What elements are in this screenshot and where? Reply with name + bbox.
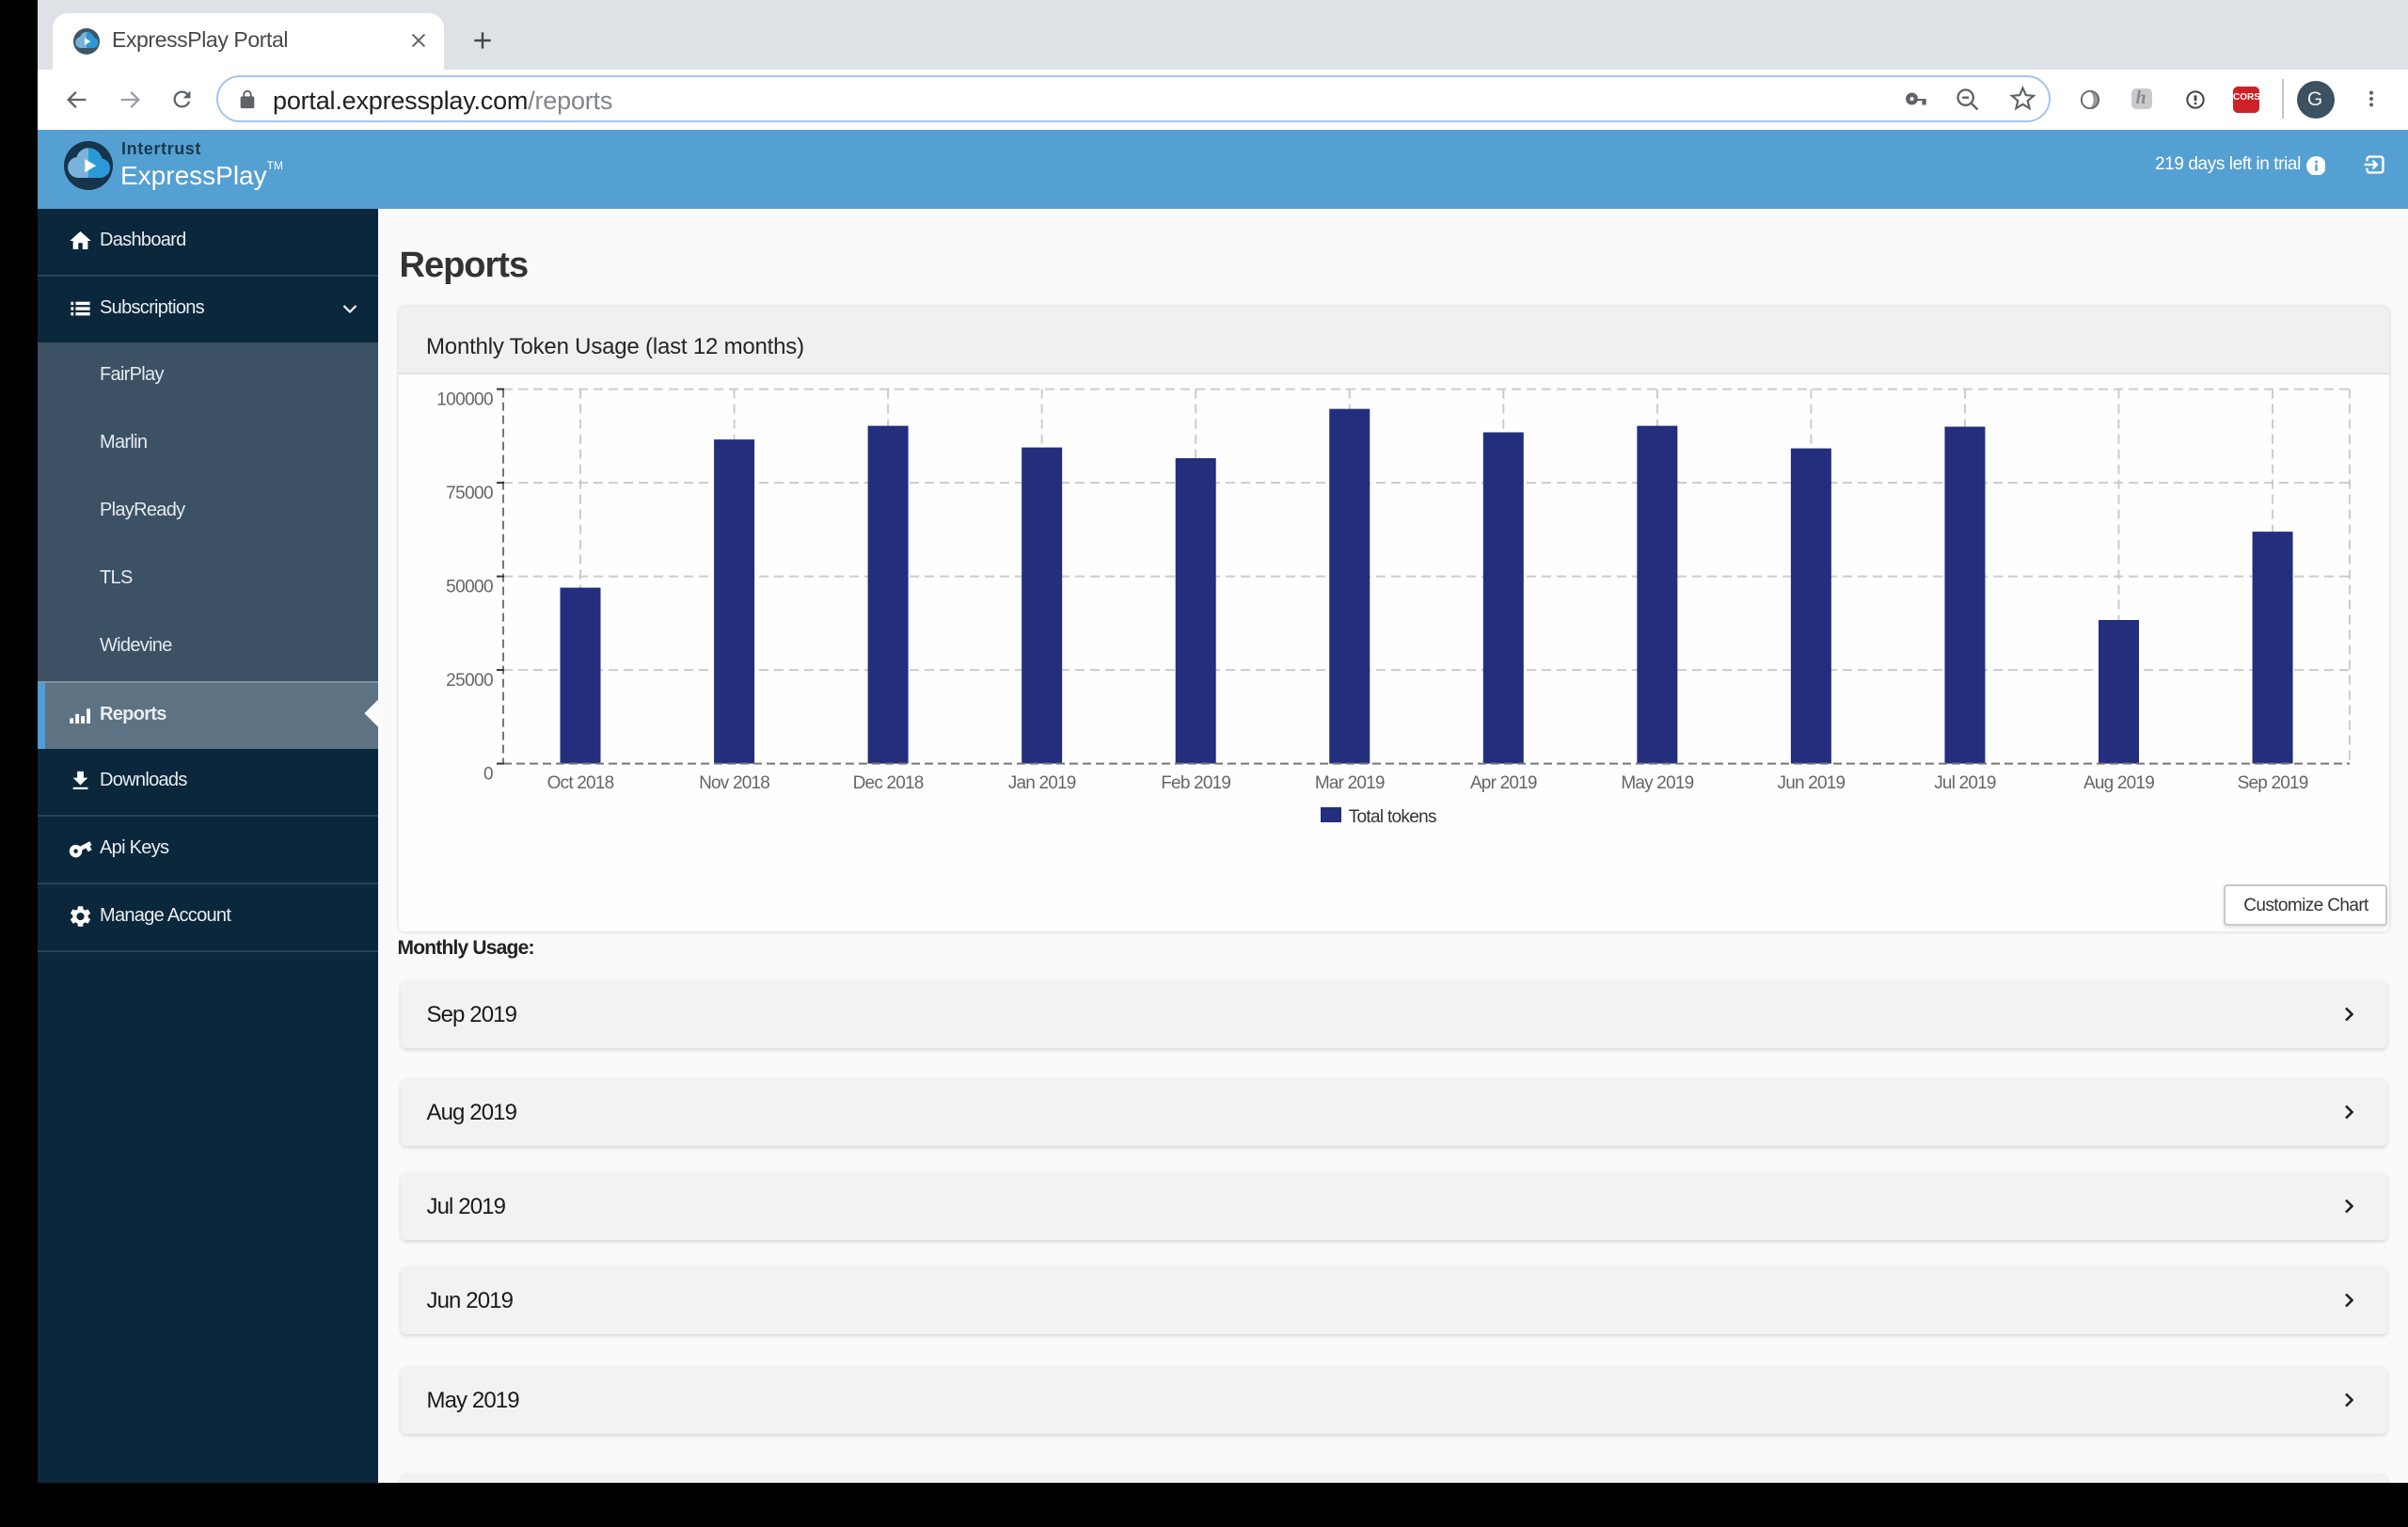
svg-text:25000: 25000 <box>445 671 492 691</box>
svg-text:Apr 2019: Apr 2019 <box>1469 774 1536 794</box>
svg-text:75000: 75000 <box>445 484 492 503</box>
svg-text:50000: 50000 <box>445 578 492 597</box>
svg-text:Sep 2019: Sep 2019 <box>2237 774 2307 794</box>
svg-text:Nov 2018: Nov 2018 <box>698 774 768 794</box>
svg-text:Oct 2018: Oct 2018 <box>547 774 613 794</box>
svg-text:May 2019: May 2019 <box>1620 774 1692 794</box>
svg-text:Mar 2019: Mar 2019 <box>1314 774 1384 794</box>
svg-text:Feb 2019: Feb 2019 <box>1160 774 1229 794</box>
svg-text:Dec 2018: Dec 2018 <box>852 774 923 794</box>
svg-text:Jun 2019: Jun 2019 <box>1777 774 1845 794</box>
svg-text:100000: 100000 <box>436 390 492 410</box>
svg-text:Jan 2019: Jan 2019 <box>1007 774 1075 794</box>
svg-text:Jul 2019: Jul 2019 <box>1933 774 1995 794</box>
svg-text:0: 0 <box>483 765 492 785</box>
svg-text:Aug 2019: Aug 2019 <box>2083 774 2153 794</box>
